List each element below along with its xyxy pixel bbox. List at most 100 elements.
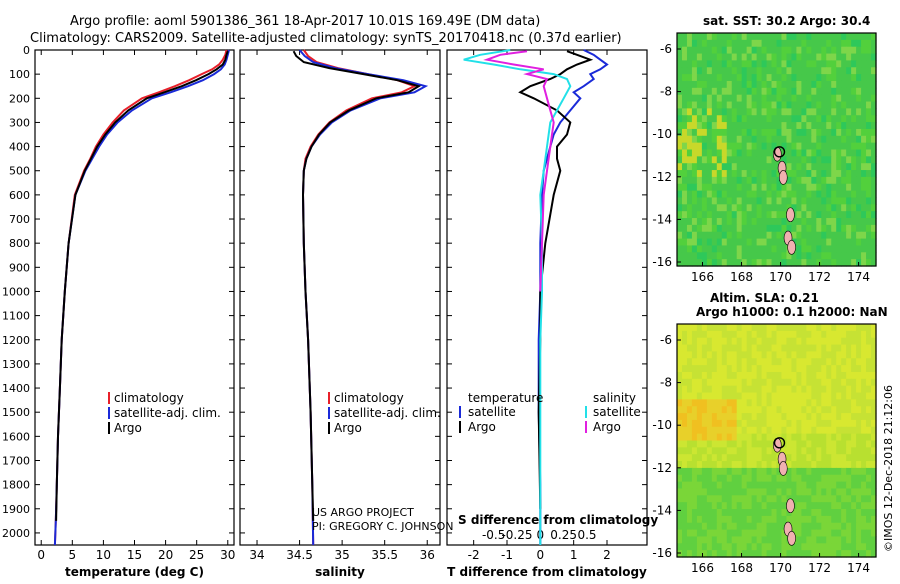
- map-cell: [796, 358, 802, 366]
- map-cell: [746, 324, 753, 332]
- map-cell: [766, 80, 773, 89]
- map-cell: [836, 142, 842, 151]
- map-cell: [741, 413, 748, 421]
- map-cell: [746, 218, 753, 226]
- map-cell: [711, 163, 718, 171]
- map-cell: [856, 330, 862, 339]
- map-cell: [741, 163, 748, 171]
- map-cell: [831, 224, 837, 233]
- map-cell: [826, 454, 832, 462]
- map-cell: [846, 252, 852, 260]
- map-cell: [836, 197, 842, 205]
- map-cell: [866, 324, 872, 332]
- map-cell: [856, 224, 862, 233]
- map-cell: [731, 529, 738, 538]
- map-cell: [701, 190, 708, 199]
- map-cell: [746, 80, 753, 89]
- map-cell: [851, 224, 857, 233]
- map-cell: [686, 461, 693, 469]
- map-cell: [786, 259, 793, 267]
- map-cell: [801, 385, 807, 394]
- map-cell: [756, 170, 763, 178]
- map-cell: [746, 108, 753, 116]
- map-cell: [691, 481, 698, 490]
- map-cell: [841, 488, 847, 496]
- map-cell: [731, 218, 738, 226]
- map-cell: [681, 231, 688, 240]
- map-cell: [681, 365, 688, 373]
- map-cell: [716, 378, 723, 387]
- map-cell: [731, 509, 738, 517]
- map-cell: [696, 502, 703, 510]
- map-cell: [741, 433, 748, 442]
- map-cell: [826, 502, 832, 510]
- map-cell: [796, 87, 802, 96]
- map-cell: [711, 39, 718, 48]
- map-cell: [746, 385, 753, 394]
- map-cell: [806, 461, 812, 469]
- map-cell: [706, 358, 713, 366]
- map-cell: [761, 392, 768, 400]
- map-cell: [871, 522, 877, 531]
- map-cell: [731, 135, 738, 144]
- map-cell: [746, 337, 753, 346]
- map-cell: [861, 509, 867, 517]
- y-tick-label: 900: [9, 261, 30, 274]
- map-cell: [677, 39, 683, 48]
- map-cell: [761, 399, 768, 407]
- map-cell: [796, 149, 802, 157]
- map-cell: [866, 135, 872, 144]
- series-line-argo: [55, 50, 229, 521]
- map-cell: [816, 440, 822, 448]
- map-cell: [801, 481, 807, 490]
- map-cell: [721, 108, 728, 116]
- map-cell: [871, 170, 877, 178]
- map-cell: [771, 358, 778, 366]
- map-cell: [681, 488, 688, 496]
- map-cell: [816, 406, 822, 414]
- map-cell: [856, 231, 862, 240]
- map-cell: [686, 392, 693, 400]
- map-cell: [751, 115, 758, 123]
- map-cell: [756, 252, 763, 260]
- difference-panel: -2 -1 0 1 2-0.5-0.25 0 0.25 0.5T difference fro…: [446, 49, 648, 579]
- map-cell: [716, 108, 723, 116]
- map-cell: [696, 128, 703, 137]
- map-cell: [826, 39, 832, 48]
- map-cell: [681, 128, 688, 137]
- map-cell: [816, 358, 822, 366]
- credit-line-1: US ARGO PROJECT: [312, 506, 414, 519]
- map-cell: [801, 128, 807, 137]
- map-cell: [746, 53, 753, 62]
- map-cell: [746, 149, 753, 157]
- map-cell: [716, 509, 723, 517]
- map-cell: [821, 33, 827, 41]
- map-cell: [841, 419, 847, 428]
- map-cell: [801, 224, 807, 233]
- map-cell: [821, 344, 827, 353]
- map-cell: [746, 190, 753, 199]
- map-cell: [771, 543, 778, 551]
- map-cell: [691, 53, 698, 62]
- map-cell: [821, 543, 827, 551]
- map-cell: [746, 358, 753, 366]
- map-cell: [766, 60, 773, 68]
- s-tick-label: -0.5: [482, 528, 505, 542]
- map-cell: [746, 211, 753, 219]
- map-cell: [711, 60, 718, 68]
- map-cell: [821, 163, 827, 171]
- map-cell: [701, 351, 708, 359]
- map-cell: [861, 156, 867, 164]
- map-cell: [736, 211, 743, 219]
- map-cell: [706, 447, 713, 455]
- map-cell: [681, 142, 688, 151]
- map-cell: [846, 461, 852, 469]
- map-cell: [841, 46, 847, 55]
- map-cell: [791, 515, 797, 524]
- map-cell: [701, 522, 708, 531]
- map-cell: [706, 413, 713, 421]
- map-cell: [776, 33, 783, 41]
- map-cell: [851, 218, 857, 226]
- map-cell: [846, 399, 852, 407]
- map-cell: [811, 385, 817, 394]
